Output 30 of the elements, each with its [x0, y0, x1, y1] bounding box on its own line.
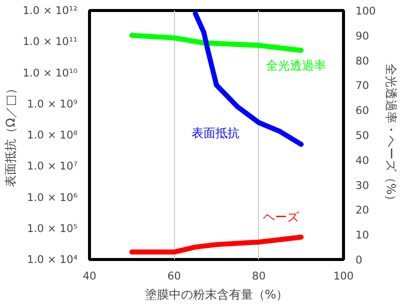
series-label: 表面抵抗: [192, 126, 240, 140]
x-tick-label: 80: [252, 270, 266, 282]
y2-tick-label: 30: [356, 178, 370, 192]
x-tick-label: 100: [333, 270, 354, 282]
y-axis-title: 表面抵抗（Ω／□）: [4, 82, 18, 188]
y-tick-label: 1.0 × 10⁵: [27, 222, 78, 235]
y2-tick-label: 100: [356, 4, 376, 18]
y-tick-label: 1.0 × 10⁹: [27, 97, 78, 110]
y2-tick-label: 60: [356, 104, 370, 118]
y2-tick-label: 80: [356, 54, 370, 68]
y-tick-label: 1.0 × 10⁷: [27, 160, 78, 173]
x-tick-label: 60: [167, 270, 182, 282]
y-tick-label: 1.0 × 10¹⁰: [22, 66, 78, 80]
x-axis-title: 塗膜中の粉末含有量（%）: [144, 288, 288, 302]
y-tick-label: 1.0 × 10¹¹: [22, 35, 78, 48]
y-tick-label: 1.0 × 10¹²: [22, 4, 78, 17]
y2-axis-title: 全光透過率・ヘーズ（%）: [384, 63, 398, 207]
y2-tick-label: 50: [356, 129, 370, 142]
y2-tick-label: 40: [356, 154, 370, 167]
y2-tick-label: 0: [356, 254, 362, 266]
y2-tick-label: 20: [356, 204, 370, 217]
y-tick-label: 1.0 × 10⁴: [27, 253, 78, 266]
y2-tick-label: 90: [356, 29, 370, 42]
series-label: ヘーズ: [263, 210, 300, 224]
series-label: 全光透過率: [266, 58, 326, 72]
y-tick-label: 1.0 × 10⁶: [27, 190, 78, 204]
y2-tick-label: 70: [356, 79, 370, 92]
y-tick-label: 1.0 × 10⁸: [27, 128, 78, 142]
y2-tick-label: 10: [356, 228, 370, 242]
x-tick-label: 40: [82, 270, 96, 282]
